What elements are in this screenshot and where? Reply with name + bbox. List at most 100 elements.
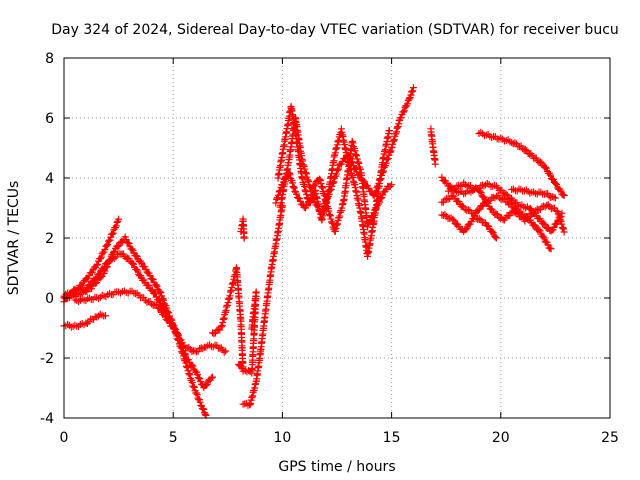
data-point — [369, 212, 377, 220]
data-point — [160, 296, 168, 304]
data-point — [541, 163, 549, 171]
data-point — [546, 171, 554, 179]
y-tick-label: 8 — [45, 51, 54, 67]
data-point — [450, 216, 458, 224]
data-point — [101, 267, 109, 275]
data-point — [475, 215, 483, 223]
data-point — [474, 207, 482, 215]
data-point — [93, 279, 101, 287]
data-point — [407, 91, 415, 99]
data-point — [124, 239, 132, 247]
data-point — [540, 219, 548, 227]
data-point — [481, 195, 489, 203]
data-point — [248, 325, 256, 333]
data-point — [438, 173, 446, 181]
data-point — [386, 182, 394, 190]
data-point — [531, 222, 539, 230]
data-point — [108, 230, 116, 238]
data-point — [557, 187, 565, 195]
data-series — [237, 215, 248, 242]
data-point — [103, 242, 111, 250]
data-point — [540, 234, 548, 242]
data-point — [155, 304, 163, 312]
data-point — [202, 382, 210, 390]
data-point — [149, 276, 157, 284]
data-point — [492, 234, 500, 242]
data-point — [541, 221, 549, 229]
data-point — [104, 241, 112, 249]
data-point — [235, 360, 243, 368]
data-series — [276, 114, 396, 235]
data-series — [475, 128, 568, 199]
data-point — [128, 245, 136, 253]
data-point — [178, 348, 186, 356]
x-tick-label: 0 — [60, 430, 69, 446]
data-point — [109, 229, 117, 237]
y-tick-label: -2 — [40, 351, 54, 367]
x-axis-label: GPS time / hours — [278, 459, 395, 475]
data-point — [115, 215, 123, 223]
data-point — [101, 246, 109, 254]
data-point — [444, 195, 452, 203]
data-point — [387, 147, 395, 155]
data-point — [240, 234, 248, 242]
data-point — [97, 274, 105, 282]
data-point — [157, 289, 165, 297]
data-point — [114, 243, 122, 251]
data-point — [216, 326, 224, 334]
data-point — [335, 165, 343, 173]
data-point — [386, 148, 394, 156]
data-point — [521, 145, 529, 153]
data-point — [207, 374, 215, 382]
data-point — [364, 223, 372, 231]
data-point — [80, 287, 88, 295]
data-point — [308, 191, 316, 199]
data-point — [397, 114, 405, 122]
data-point — [547, 245, 555, 253]
data-point — [551, 179, 559, 187]
data-point — [368, 213, 376, 221]
data-point — [464, 206, 472, 214]
data-point — [492, 210, 500, 218]
data-point — [156, 288, 164, 296]
data-point — [405, 95, 413, 103]
data-point — [455, 198, 463, 206]
data-point — [488, 227, 496, 235]
data-point — [203, 380, 211, 388]
data-point — [560, 228, 568, 236]
data-point — [97, 253, 105, 261]
data-point — [543, 201, 551, 209]
data-point — [151, 301, 159, 309]
data-point — [550, 193, 558, 201]
data-point — [129, 259, 137, 267]
data-series — [427, 125, 439, 168]
data-point — [310, 182, 318, 190]
data-point — [456, 182, 464, 190]
data-point — [485, 222, 493, 230]
data-point — [409, 87, 417, 95]
data-series — [209, 264, 247, 375]
data-point — [134, 267, 142, 275]
data-series — [508, 185, 559, 202]
data-point — [161, 312, 169, 320]
y-tick-label: 2 — [45, 231, 54, 247]
data-point — [539, 232, 547, 240]
data-point — [491, 233, 499, 241]
x-tick-label: 10 — [273, 430, 291, 446]
data-series — [60, 215, 123, 300]
data-point — [188, 361, 196, 369]
data-point — [372, 206, 380, 214]
data-point — [487, 205, 495, 213]
data-point — [403, 100, 411, 108]
data-point — [209, 373, 217, 381]
y-tick-label: 0 — [45, 291, 54, 307]
data-point — [375, 198, 383, 206]
data-point — [193, 348, 201, 356]
x-tick-label: 5 — [169, 430, 178, 446]
data-point — [535, 226, 543, 234]
data-point — [170, 324, 178, 332]
data-point — [169, 324, 177, 332]
y-axis-label: SDTVAR / TECUs — [6, 181, 22, 296]
data-point — [133, 252, 141, 260]
data-point — [502, 190, 510, 198]
